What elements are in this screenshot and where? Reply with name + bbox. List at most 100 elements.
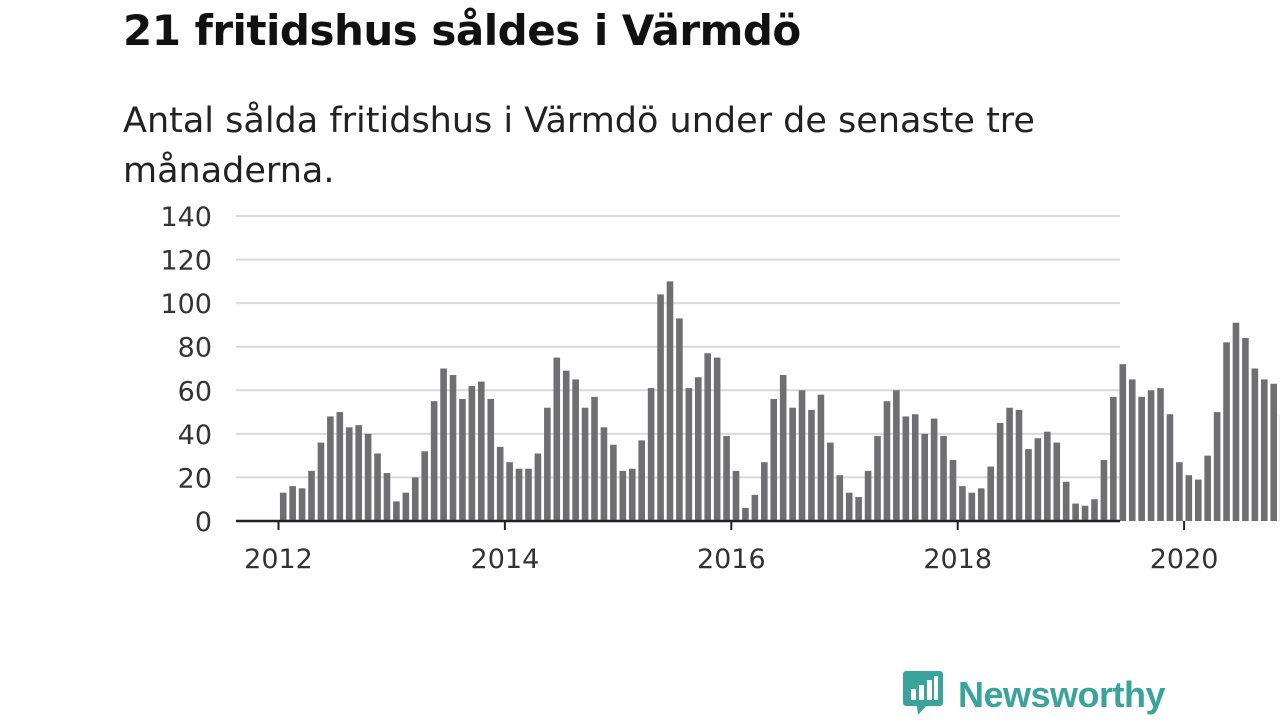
bar: [459, 399, 466, 521]
bar: [1035, 438, 1042, 521]
chart-speech-bubble-icon: [902, 669, 944, 721]
bar: [591, 397, 598, 521]
bar: [714, 358, 721, 521]
bar: [337, 412, 344, 521]
bar: [1025, 449, 1032, 521]
y-tick-label: 20: [178, 463, 212, 494]
bar: [299, 488, 306, 521]
bar: [978, 488, 985, 521]
bar: [610, 445, 617, 521]
bar: [582, 408, 589, 521]
bar: [912, 414, 919, 521]
y-tick-label: 120: [160, 246, 212, 277]
bar: [1223, 342, 1230, 521]
bar: [1091, 499, 1098, 521]
bar: [469, 386, 476, 521]
bar: [1119, 364, 1126, 521]
bar: [865, 471, 872, 521]
bar: [827, 443, 834, 521]
bar: [431, 401, 438, 521]
bar: [497, 447, 504, 521]
bar: [931, 419, 938, 521]
bar: [893, 390, 900, 521]
x-tick-label: 2020: [1150, 544, 1219, 575]
bar: [846, 493, 853, 521]
bar: [808, 410, 815, 521]
bar: [620, 471, 627, 521]
bar: [289, 486, 296, 521]
bar: [1110, 397, 1117, 521]
bar: [525, 469, 532, 521]
bar: [450, 375, 457, 521]
bar: [997, 423, 1004, 521]
bar: [950, 460, 957, 521]
bar: [478, 382, 485, 521]
bar: [780, 375, 787, 521]
bar: [1195, 480, 1202, 521]
bar: [1186, 475, 1193, 521]
bar: [884, 401, 891, 521]
bar: [695, 377, 702, 521]
y-tick-label: 100: [160, 289, 212, 320]
newsworthy-logo: Newsworthy: [902, 670, 1165, 720]
x-tick-label: 2014: [471, 544, 540, 575]
bar: [629, 469, 636, 521]
y-tick-label: 80: [178, 333, 212, 364]
bar: [535, 453, 542, 521]
brand-name: Newsworthy: [958, 674, 1165, 716]
bar: [355, 425, 362, 521]
bar: [563, 371, 570, 521]
bar: [1148, 390, 1155, 521]
bar: [421, 451, 428, 521]
bar: [969, 493, 976, 521]
bar: [1270, 384, 1277, 521]
bar: [723, 436, 730, 521]
bar: [959, 486, 966, 521]
bar: [799, 390, 806, 521]
y-tick-label: 0: [195, 507, 212, 538]
bar: [1138, 397, 1145, 521]
x-tick-label: 2012: [244, 544, 313, 575]
bar: [1006, 408, 1013, 521]
bar: [657, 294, 664, 521]
bar: [601, 427, 608, 521]
bar: [1167, 414, 1174, 521]
bar: [676, 318, 683, 521]
bar: [1242, 338, 1249, 521]
bar: [818, 395, 825, 521]
bar: [742, 508, 749, 521]
bar: [686, 388, 693, 521]
bar: [855, 497, 862, 521]
bar: [553, 358, 560, 521]
bar: [789, 408, 796, 521]
bar: [1053, 443, 1060, 521]
bar: [1261, 379, 1268, 521]
bar: [638, 440, 645, 521]
bar: [752, 495, 759, 521]
bar: [280, 493, 287, 521]
bar: [1204, 456, 1211, 521]
bar: [544, 408, 551, 521]
bar: [648, 388, 655, 521]
bar: [1063, 482, 1070, 521]
bar: [572, 379, 579, 521]
bar: [327, 416, 334, 521]
bar: [761, 462, 768, 521]
bar: [704, 353, 711, 521]
y-tick-label: 60: [178, 376, 212, 407]
x-tick-label: 2018: [923, 544, 992, 575]
bar: [921, 434, 928, 521]
bar: [374, 453, 381, 521]
bar: [384, 473, 391, 521]
bar: [365, 434, 372, 521]
bar: [1101, 460, 1108, 521]
bar: [836, 475, 843, 521]
bars: [280, 281, 1280, 521]
bar: [1129, 379, 1136, 521]
bar: [770, 399, 777, 521]
bar: [318, 443, 325, 521]
bar: [1044, 432, 1051, 521]
y-tick-label: 140: [160, 202, 212, 233]
x-tick-label: 2016: [697, 544, 766, 575]
